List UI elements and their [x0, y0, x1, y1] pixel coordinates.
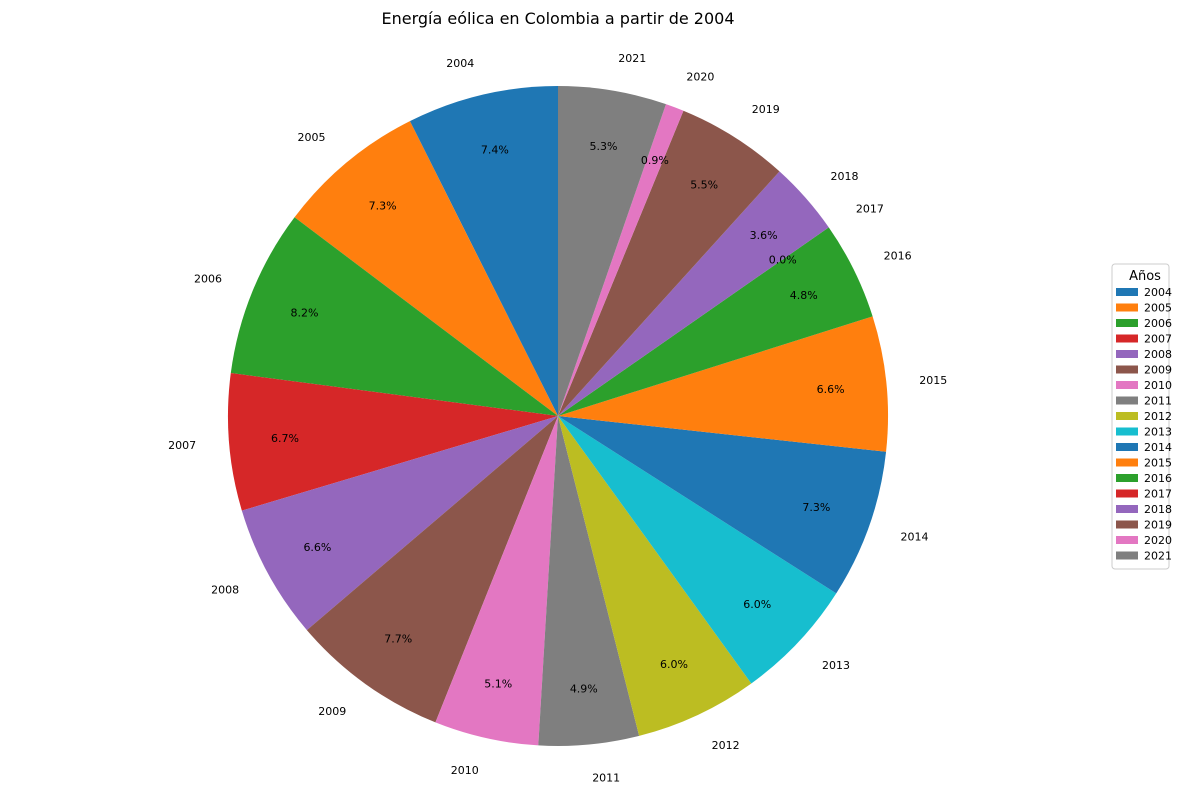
category-label-2010: 2010 [451, 764, 479, 777]
percentage-label-2006: 8.2% [291, 306, 319, 319]
category-labels: 2004 2005 2006 2007 2008 2009 2010 2011 2012 2013… [168, 52, 947, 784]
category-label-2008: 2008 [211, 584, 239, 597]
percentage-label-2012: 6.0% [660, 658, 688, 671]
legend-label-2007: 2007 [1144, 333, 1172, 346]
legend-swatch-2010 [1116, 381, 1138, 389]
legend-swatch-2019 [1116, 520, 1138, 529]
category-label-2019: 2019 [752, 103, 780, 116]
legend-swatch-2009 [1116, 365, 1138, 374]
legend: Años 2004 2005 2006 2007 2008 2009 2010 2011 201… [1111, 263, 1172, 570]
category-label-2012: 2012 [712, 739, 740, 752]
pie-slice-2007 [227, 373, 558, 511]
category-label-2016: 2016 [884, 250, 912, 263]
percentage-label-2005: 7.3% [369, 200, 397, 213]
legend-label-2019: 2019 [1144, 519, 1172, 532]
category-label-2005: 2005 [298, 131, 326, 144]
legend-swatch-2004 [1116, 288, 1138, 296]
legend-label-2008: 2008 [1144, 348, 1172, 361]
percentage-label-2020: 0.9% [641, 154, 669, 167]
category-label-2013: 2013 [822, 659, 850, 672]
legend-swatch-2007 [1116, 334, 1138, 343]
category-label-2011: 2011 [592, 771, 620, 784]
percentage-label-2018: 3.6% [750, 229, 778, 242]
legend-label-2017: 2017 [1144, 488, 1172, 501]
legend-label-2010: 2010 [1144, 379, 1172, 392]
category-label-2004: 2004 [446, 57, 474, 70]
pie-slice-2012 [558, 416, 752, 736]
percentage-label-2017: 0.0% [769, 253, 797, 266]
legend-label-2011: 2011 [1144, 395, 1172, 408]
pie-slice-2008 [241, 416, 558, 631]
legend-label-2012: 2012 [1144, 410, 1172, 423]
legend-swatch-2014 [1116, 443, 1138, 451]
legend-label-2006: 2006 [1144, 317, 1172, 330]
chart-title: Energía eólica en Colombia a partir de 2… [381, 9, 734, 28]
legend-label-2020: 2020 [1144, 534, 1172, 547]
percentage-label-2004: 7.4% [481, 143, 509, 156]
legend-swatch-2018 [1116, 505, 1138, 513]
legend-swatch-2013 [1116, 427, 1138, 436]
legend-title: Años [1129, 269, 1161, 284]
legend-label-2004: 2004 [1144, 286, 1172, 299]
legend-swatch-2015 [1116, 458, 1138, 467]
percentage-label-2011: 4.9% [570, 683, 598, 696]
legend-label-2014: 2014 [1144, 441, 1172, 454]
percentage-label-2021: 5.3% [589, 140, 617, 153]
legend-swatch-2017 [1116, 489, 1138, 498]
legend-label-2018: 2018 [1144, 503, 1172, 516]
legend-label-2016: 2016 [1144, 472, 1172, 485]
category-label-2007: 2007 [168, 439, 196, 452]
category-label-2020: 2020 [686, 70, 714, 83]
pie-slice-2009 [306, 416, 558, 723]
legend-label-2009: 2009 [1144, 364, 1172, 377]
category-label-2006: 2006 [194, 273, 222, 286]
legend-swatch-2005 [1116, 303, 1138, 312]
pie-slice-2004 [409, 86, 558, 416]
legend-swatch-2020 [1116, 536, 1138, 544]
legend-swatch-2011 [1116, 396, 1138, 405]
pie-slice-2021 [558, 86, 666, 416]
pie-slice-2010 [435, 416, 558, 746]
percentage-labels: 7.4% 7.3% 8.2% 6.7% 6.6% 7.7% 5.1% 4.9% 6.0% 6.0%… [271, 140, 845, 696]
category-label-2021: 2021 [618, 52, 646, 65]
legend-swatch-2008 [1116, 350, 1138, 358]
pie-slice-2020 [558, 104, 684, 416]
legend-swatch-2012 [1116, 412, 1138, 420]
legend-swatch-2006 [1116, 319, 1138, 327]
percentage-label-2013: 6.0% [743, 598, 771, 611]
category-label-2014: 2014 [900, 530, 928, 543]
pie-slice-2015 [558, 316, 888, 452]
percentage-label-2019: 5.5% [690, 178, 718, 191]
pie-slice-2016 [558, 227, 873, 416]
percentage-label-2009: 7.7% [384, 632, 412, 645]
pie-slice-2014 [558, 416, 887, 594]
pie-slice-2013 [558, 416, 837, 684]
percentage-label-2015: 6.6% [817, 383, 845, 396]
legend-label-2005: 2005 [1144, 302, 1172, 315]
legend-items: 2004 2005 2006 2007 2008 2009 2010 2011 2012 2013… [1116, 286, 1172, 563]
percentage-label-2016: 4.8% [790, 289, 818, 302]
category-label-2009: 2009 [318, 705, 346, 718]
percentage-label-2014: 7.3% [802, 501, 830, 514]
category-label-2018: 2018 [830, 170, 858, 183]
category-label-2015: 2015 [919, 374, 947, 387]
percentage-label-2007: 6.7% [271, 432, 299, 445]
percentage-label-2010: 5.1% [484, 677, 512, 690]
category-label-2017: 2017 [856, 202, 884, 215]
legend-label-2015: 2015 [1144, 457, 1172, 470]
legend-label-2021: 2021 [1144, 550, 1172, 563]
pie-slices [227, 86, 888, 746]
pie-slice-2019 [558, 110, 780, 417]
legend-label-2013: 2013 [1144, 426, 1172, 439]
pie-slice-2005 [294, 121, 558, 416]
pie-slice-2018 [558, 171, 829, 416]
legend-swatch-2021 [1116, 551, 1138, 560]
pie-slice-2006 [230, 217, 559, 416]
percentage-label-2008: 6.6% [303, 541, 331, 554]
pie-slice-2011 [538, 416, 640, 746]
legend-swatch-2016 [1116, 474, 1138, 482]
